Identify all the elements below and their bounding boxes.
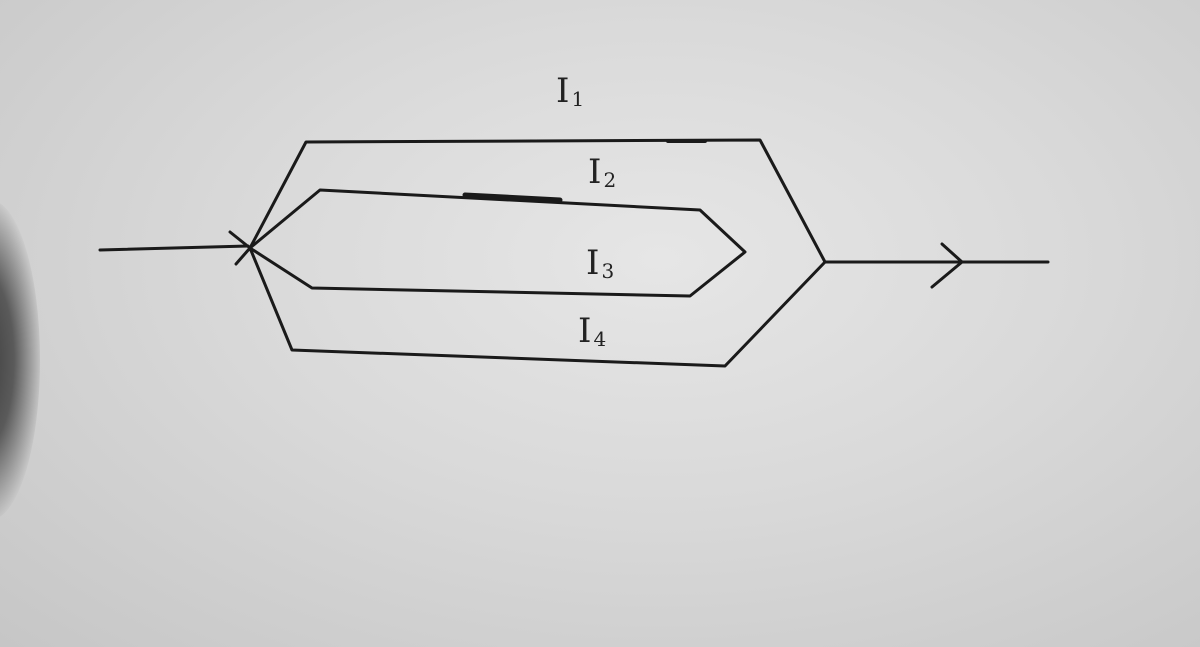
- incoming-wire: [98, 244, 250, 252]
- outgoing-arrow-icon: [930, 242, 964, 289]
- pen-mark-inner: [462, 192, 563, 203]
- branch-4-wire: [248, 246, 827, 368]
- branch-1-wire: [248, 138, 827, 264]
- incoming-arrow-icon: [228, 230, 252, 266]
- branch-2-wire: [248, 188, 747, 298]
